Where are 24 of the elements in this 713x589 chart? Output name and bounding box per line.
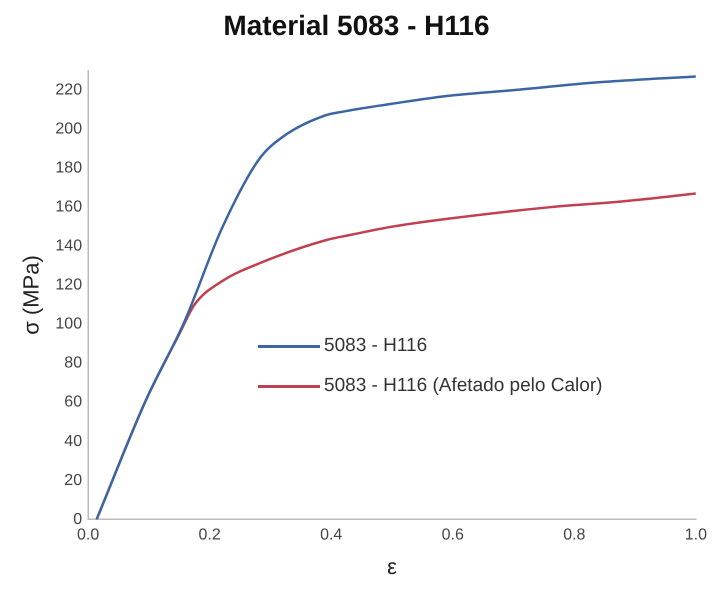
x-tick-label: 0.8 [563,526,586,544]
x-tick-label: 0.0 [76,526,100,544]
y-tick-label: 120 [55,276,82,294]
y-axis-title: σ (MPa) [18,255,44,335]
x-tick-label: 1.0 [684,526,708,544]
line-series [95,75,696,520]
y-tick-label: 80 [64,354,82,372]
legend-label: 5083 - H116 (Afetado pelo Calor) [324,375,602,397]
x-tick-label: 0.4 [320,526,342,544]
y-tick-label: 40 [64,432,82,450]
y-tick-label: 20 [64,472,82,489]
y-tick-label: 160 [55,198,82,216]
y-tick-label: 200 [55,120,82,138]
y-tick-label: 60 [64,394,82,411]
y-tick-label: 0 [73,510,82,528]
legend-label: 5083 - H116 [324,335,428,357]
x-tick-label: 0.2 [198,526,221,544]
x-tick-label: 0.6 [442,526,464,544]
y-tick-label: 220 [55,82,82,99]
y-tick-label: 180 [55,160,82,177]
y-tick-label: 100 [55,316,82,333]
chart-title: Material 5083 - H116 [222,10,491,42]
y-tick-label: 140 [55,238,82,255]
x-axis-title: ε [387,554,398,579]
